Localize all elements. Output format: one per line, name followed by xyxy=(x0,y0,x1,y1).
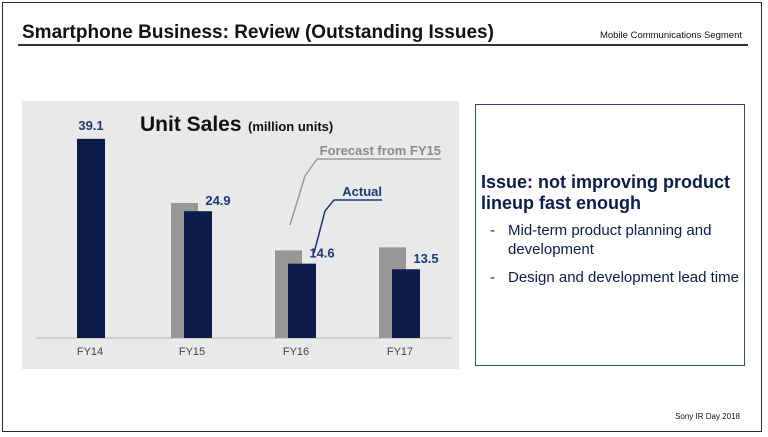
bullet-dash: - xyxy=(490,269,495,286)
issue-bullet-text: Mid-term product planning and developmen… xyxy=(508,222,712,258)
chart-title: Unit Sales xyxy=(140,113,242,136)
data-label: 13.5 xyxy=(413,251,438,266)
chart-panel: 39.1 FY14 24.9 FY15 14.6 FY16 13.5 FY17 Forecast… xyxy=(22,101,459,369)
actual-callout-line xyxy=(313,199,382,254)
actual-bar xyxy=(288,263,316,338)
title-divider xyxy=(18,44,748,46)
chart-unit: (million units) xyxy=(248,119,334,134)
actual-bar xyxy=(77,138,105,338)
footer-label: Sony IR Day 2018 xyxy=(675,412,740,421)
bullet-dash: - xyxy=(490,222,495,239)
data-label: 24.9 xyxy=(205,193,230,208)
issue-bullet: - Mid-term product planning and developm… xyxy=(490,221,745,259)
data-label: 14.6 xyxy=(309,246,334,261)
data-label: 39.1 xyxy=(78,118,103,133)
segment-label: Mobile Communications Segment xyxy=(599,30,742,41)
issue-bullet: - Design and development lead time xyxy=(490,268,745,287)
forecast-annotation: Forecast from FY15 xyxy=(320,143,441,158)
page-title: Smartphone Business: Review (Outstanding… xyxy=(22,22,494,43)
issue-bullet-text: Design and development lead time xyxy=(508,269,739,286)
actual-bar xyxy=(184,211,212,338)
issue-box xyxy=(475,104,745,366)
actual-annotation: Actual xyxy=(342,184,382,199)
x-tick-label: FY17 xyxy=(387,346,413,358)
x-tick-label: FY16 xyxy=(283,346,309,358)
issue-heading: Issue: not improving product lineup fast… xyxy=(481,172,731,213)
slide-frame xyxy=(2,2,762,432)
forecast-callout-line xyxy=(289,158,441,226)
unit-sales-chart: 39.1 FY14 24.9 FY15 14.6 FY16 13.5 FY17 Forecast… xyxy=(36,118,452,358)
issue-list: - Mid-term product planning and developm… xyxy=(490,221,745,296)
x-tick-label: FY14 xyxy=(77,346,103,358)
actual-bar xyxy=(392,269,420,338)
x-tick-label: FY15 xyxy=(179,346,205,358)
